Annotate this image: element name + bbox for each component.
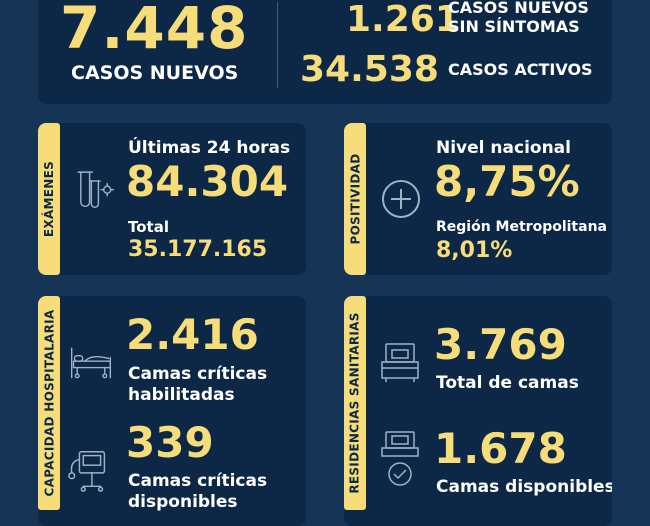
- exams-panel: EXÁMENES Últimas 24 horas 84.304 Total 3…: [38, 123, 306, 275]
- positivity-national-value: 8,75%: [434, 157, 580, 206]
- ventilator-icon: [68, 451, 106, 492]
- hospital-available-label-2: disponibles: [128, 492, 238, 512]
- positivity-tab: POSITIVIDAD: [344, 123, 366, 275]
- positivity-metro-label: Región Metropolitana: [436, 219, 607, 235]
- hospital-tab: CAPACIDAD HOSPITALARIA: [38, 296, 60, 510]
- residences-available-label: Camas disponibles: [436, 477, 612, 497]
- new-cases-value: 7.448: [60, 0, 249, 62]
- plus-circle-icon: [382, 180, 420, 218]
- residences-total-value: 3.769: [434, 320, 567, 369]
- hospital-tab-label: CAPACIDAD HOSPITALARIA: [42, 309, 57, 497]
- new-cases-label: CASOS NUEVOS: [71, 62, 239, 84]
- exams-tab-label: EXÁMENES: [42, 160, 57, 238]
- residences-total-label: Total de camas: [436, 373, 579, 393]
- residences-panel: RESIDENCIAS SANITARIAS 3.769 Total de ca…: [344, 296, 612, 526]
- asymptomatic-value: 1.261: [346, 0, 460, 40]
- asymptomatic-label-1: CASOS NUEVOS: [448, 0, 589, 17]
- exams-last24-value: 84.304: [126, 157, 289, 206]
- hospital-enabled-label-2: habilitadas: [128, 385, 235, 405]
- hospital-available-value: 339: [126, 418, 214, 467]
- hospital-enabled-label-1: Camas críticas: [128, 364, 268, 384]
- summary-divider: [277, 2, 278, 88]
- exams-tab: EXÁMENES: [38, 123, 60, 275]
- exams-total-label: Total: [128, 218, 169, 236]
- bed-check-icon: [381, 431, 419, 486]
- positivity-metro-value: 8,01%: [436, 238, 513, 263]
- residences-available-value: 1.678: [434, 424, 567, 473]
- test-tubes-icon: [77, 171, 115, 209]
- positivity-national-label: Nivel nacional: [436, 138, 571, 158]
- residences-tab-label: RESIDENCIAS SANITARIAS: [348, 312, 362, 494]
- summary-panel: 7.448 CASOS NUEVOS 1.261 CASOS NUEVOS SI…: [38, 0, 612, 104]
- positivity-panel: POSITIVIDAD Nivel nacional 8,75% Región …: [344, 123, 612, 275]
- active-cases-value: 34.538: [300, 49, 439, 90]
- hospital-available-label-1: Camas críticas: [128, 471, 268, 491]
- hospital-enabled-value: 2.416: [126, 310, 259, 359]
- asymptomatic-label-2: SIN SÍNTOMAS: [448, 17, 580, 36]
- residences-tab: RESIDENCIAS SANITARIAS: [344, 296, 366, 510]
- hospital-bed-icon: [70, 347, 112, 379]
- active-cases-label: CASOS ACTIVOS: [448, 60, 593, 79]
- positivity-tab-label: POSITIVIDAD: [348, 153, 363, 245]
- bed-icon: [381, 343, 419, 382]
- exams-total-value: 35.177.165: [128, 237, 268, 262]
- exams-last24-label: Últimas 24 horas: [128, 138, 291, 158]
- hospital-panel: CAPACIDAD HOSPITALARIA 2.416 Camas críti…: [38, 296, 306, 526]
